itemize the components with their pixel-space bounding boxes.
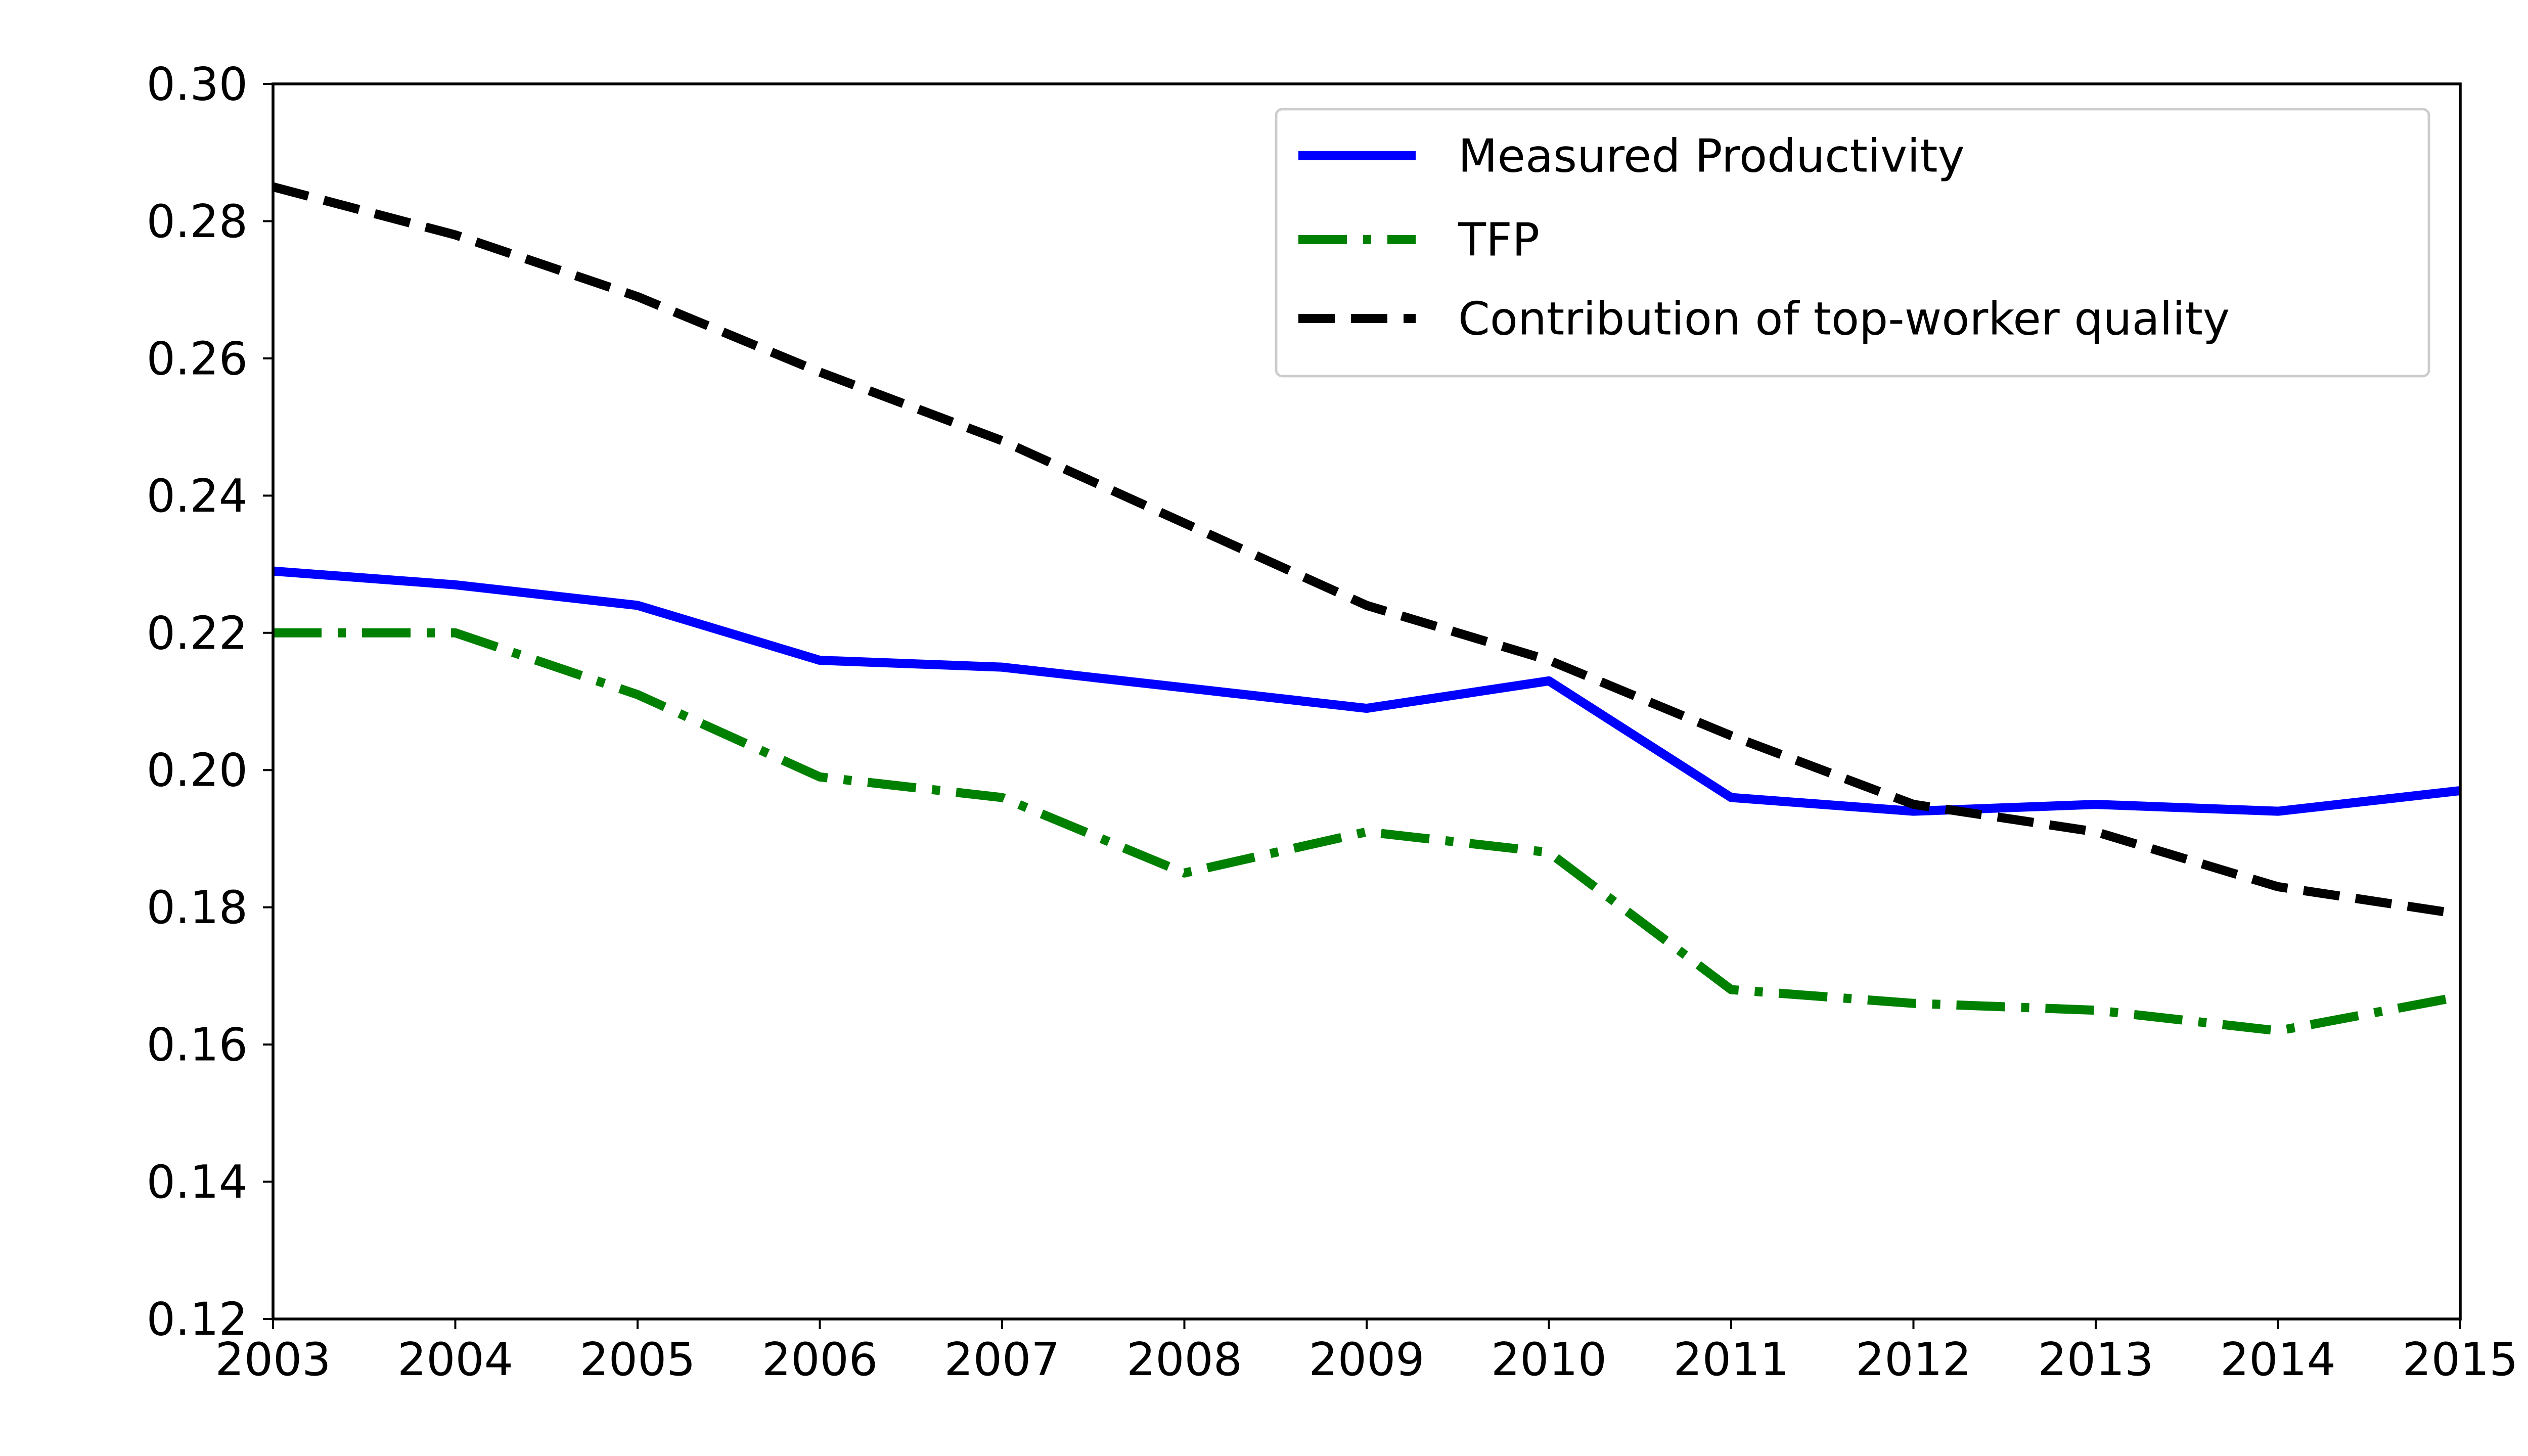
y-tick-label: 0.30 [147,58,248,111]
x-tick-label: 2004 [397,1333,513,1386]
x-tick-label: 2009 [1308,1333,1424,1386]
x-tick-label: 2014 [2220,1333,2336,1386]
x-tick-label: 2006 [762,1333,878,1386]
series-lines [272,182,2461,1035]
y-tick-label: 0.18 [147,881,248,934]
x-axis: 2003 2004 2005 2006 2007 2008 2009 2010 2011 2012… [215,1319,2518,1386]
y-tick-label: 0.14 [147,1156,248,1209]
x-tick-label: 2003 [215,1333,331,1386]
y-tick-label: 0.20 [147,744,248,797]
x-tick-label: 2010 [1491,1333,1607,1386]
x-tick-label: 2012 [1856,1333,1971,1386]
legend-entry-label: Contribution of top-worker quality [1458,293,2230,346]
x-tick-label: 2008 [1126,1333,1242,1386]
legend-entry-label: Measured Productivity [1458,130,1965,183]
y-tick-label: 0.26 [147,332,248,385]
x-tick-label: 2011 [1673,1333,1789,1386]
x-tick-label: 2013 [2038,1333,2153,1386]
y-tick-label: 0.28 [147,195,248,248]
y-axis: 0.12 0.14 0.16 0.18 0.20 0.22 0.24 0.26 0.28 0.30 [147,58,273,1346]
legend: Measured Productivity TFP Contribution of … [1275,108,2430,378]
y-tick-label: 0.12 [147,1293,248,1346]
series-line-measured-productivity [273,566,2461,816]
x-tick-label: 2007 [944,1333,1060,1386]
x-tick-label: 2015 [2402,1333,2518,1386]
legend-box [1275,108,2430,378]
y-tick-label: 0.16 [147,1019,248,1072]
legend-entry-label: TFP [1458,214,1540,267]
y-tick-label: 0.24 [147,470,248,523]
x-tick-label: 2005 [579,1333,695,1386]
series-line-contribution-of-top-worker-quality [272,182,2461,919]
y-tick-label: 0.22 [147,607,248,660]
series-line-tfp [273,628,2461,1035]
